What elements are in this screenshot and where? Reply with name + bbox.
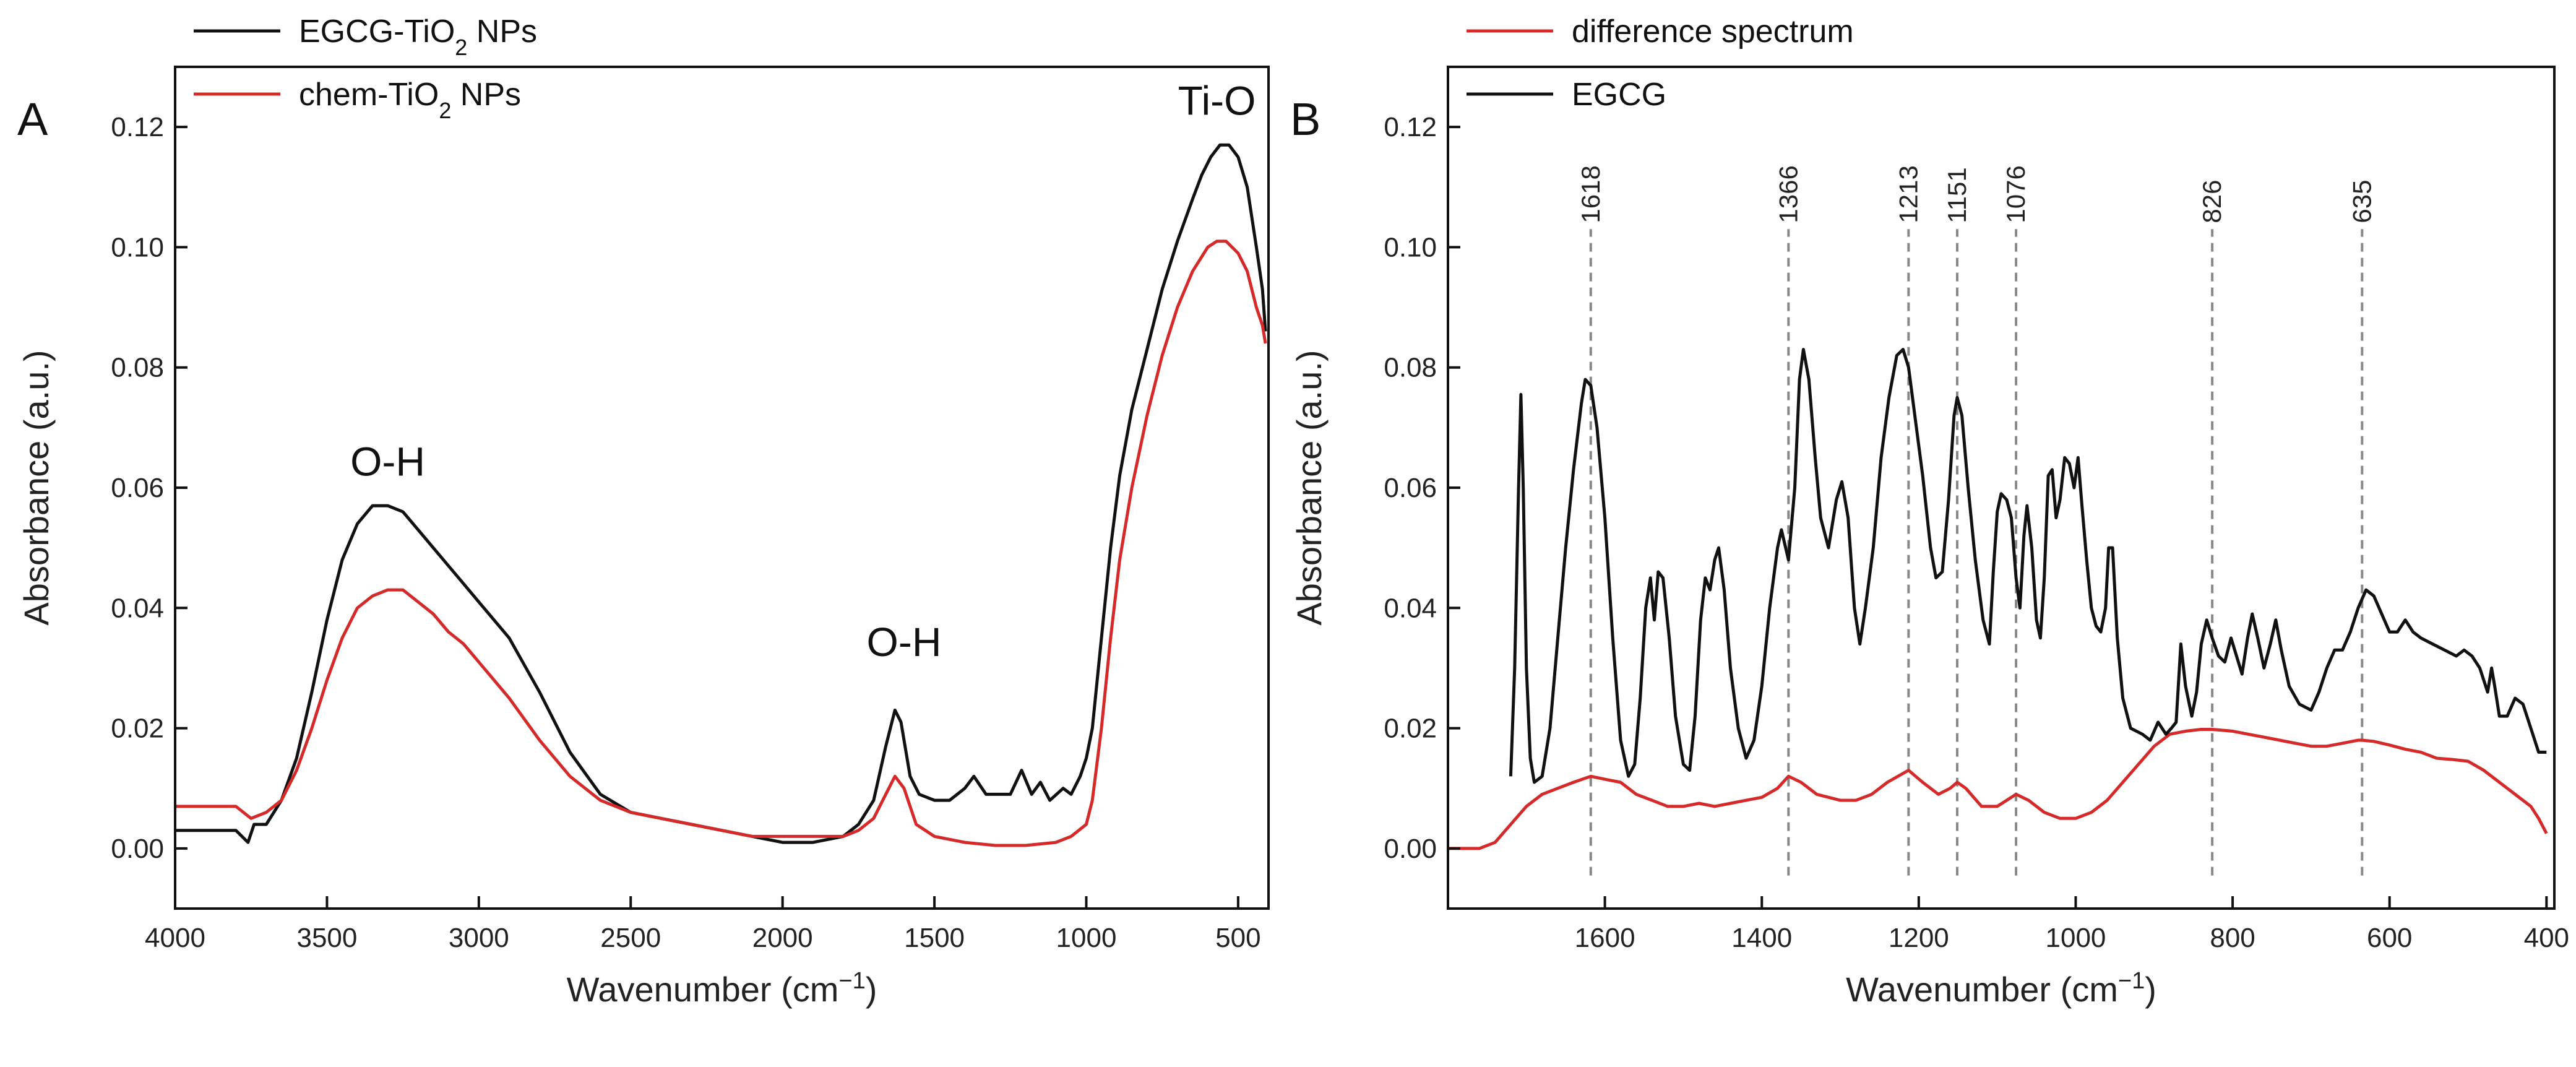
y-tick-label: 0.00 bbox=[111, 834, 164, 864]
y-tick-label: 0.04 bbox=[1384, 593, 1437, 623]
y-tick-label: 0.06 bbox=[1384, 473, 1437, 503]
x-tick-label: 4000 bbox=[145, 923, 205, 953]
y-axis-label: Absorbance (a.u.) bbox=[1290, 350, 1329, 625]
legend-label: difference spectrum bbox=[1572, 14, 1854, 50]
panel-a: 4000 3500 3000 2500 2000 1500 1000 500 0.00 0.02 0… bbox=[17, 14, 1270, 1009]
x-tick-label: 3500 bbox=[296, 923, 357, 953]
legend-label: chem-TiO2 NPs bbox=[299, 77, 521, 123]
y-tick-label: 0.08 bbox=[1384, 353, 1437, 383]
y-tick-label: 0.10 bbox=[1384, 232, 1437, 262]
peak-label: 1366 bbox=[1773, 165, 1803, 223]
panel-label: B bbox=[1290, 93, 1320, 145]
peak-label: 1151 bbox=[1942, 167, 1971, 223]
x-tick-label: 400 bbox=[2524, 923, 2569, 953]
peak-label: 635 bbox=[2347, 179, 2376, 223]
x-tick-label: 1500 bbox=[904, 923, 965, 953]
x-tick-label: 2500 bbox=[600, 923, 661, 953]
legend-label: EGCG bbox=[1572, 77, 1666, 113]
y-axis-label: Absorbance (a.u.) bbox=[17, 350, 56, 625]
y-tick-label: 0.06 bbox=[111, 473, 164, 503]
peak-label: 1076 bbox=[2001, 165, 2030, 223]
y-tick-label: 0.12 bbox=[111, 112, 164, 142]
panel-label: A bbox=[17, 93, 48, 145]
peak-label: 1618 bbox=[1576, 165, 1605, 223]
series-line bbox=[1448, 728, 2548, 850]
series-line bbox=[175, 240, 1267, 847]
series-line bbox=[1509, 348, 2547, 784]
x-tick-label: 1000 bbox=[1056, 923, 1117, 953]
x-tick-label: 800 bbox=[2210, 923, 2255, 953]
x-tick-label: 3000 bbox=[449, 923, 509, 953]
peak-annotation: O-H bbox=[867, 619, 942, 665]
y-tick-label: 0.02 bbox=[111, 714, 164, 744]
x-axis-label: Wavenumber (cm−1) bbox=[1846, 968, 2156, 1009]
x-tick-label: 1200 bbox=[1889, 923, 1949, 953]
y-tick-label: 0.00 bbox=[1384, 834, 1437, 864]
y-tick-label: 0.10 bbox=[111, 232, 164, 262]
panel-b: 1618 1366 1213 1151 1076 826 635 1600 1400 1200 10… bbox=[1290, 14, 2569, 1009]
y-tick-label: 0.02 bbox=[1384, 714, 1437, 744]
x-axis-label: Wavenumber (cm−1) bbox=[567, 968, 877, 1009]
x-tick-label: 1600 bbox=[1575, 923, 1635, 953]
y-tick-label: 0.08 bbox=[111, 353, 164, 383]
series-line bbox=[175, 143, 1267, 844]
x-tick-label: 1400 bbox=[1731, 923, 1792, 953]
legend-label: EGCG-TiO2 NPs bbox=[299, 14, 537, 60]
y-tick-label: 0.12 bbox=[1384, 112, 1437, 142]
x-tick-label: 2000 bbox=[752, 923, 813, 953]
x-tick-label: 1000 bbox=[2046, 923, 2106, 953]
peak-label: 826 bbox=[2197, 179, 2226, 223]
x-tick-label: 500 bbox=[1215, 923, 1260, 953]
plot-frame bbox=[174, 66, 1270, 910]
peak-annotation: O-H bbox=[350, 439, 425, 485]
x-tick-label: 600 bbox=[2367, 923, 2412, 953]
peak-label: 1213 bbox=[1893, 165, 1923, 223]
y-tick-label: 0.04 bbox=[111, 593, 164, 623]
peak-annotation: Ti-O bbox=[1178, 78, 1256, 124]
